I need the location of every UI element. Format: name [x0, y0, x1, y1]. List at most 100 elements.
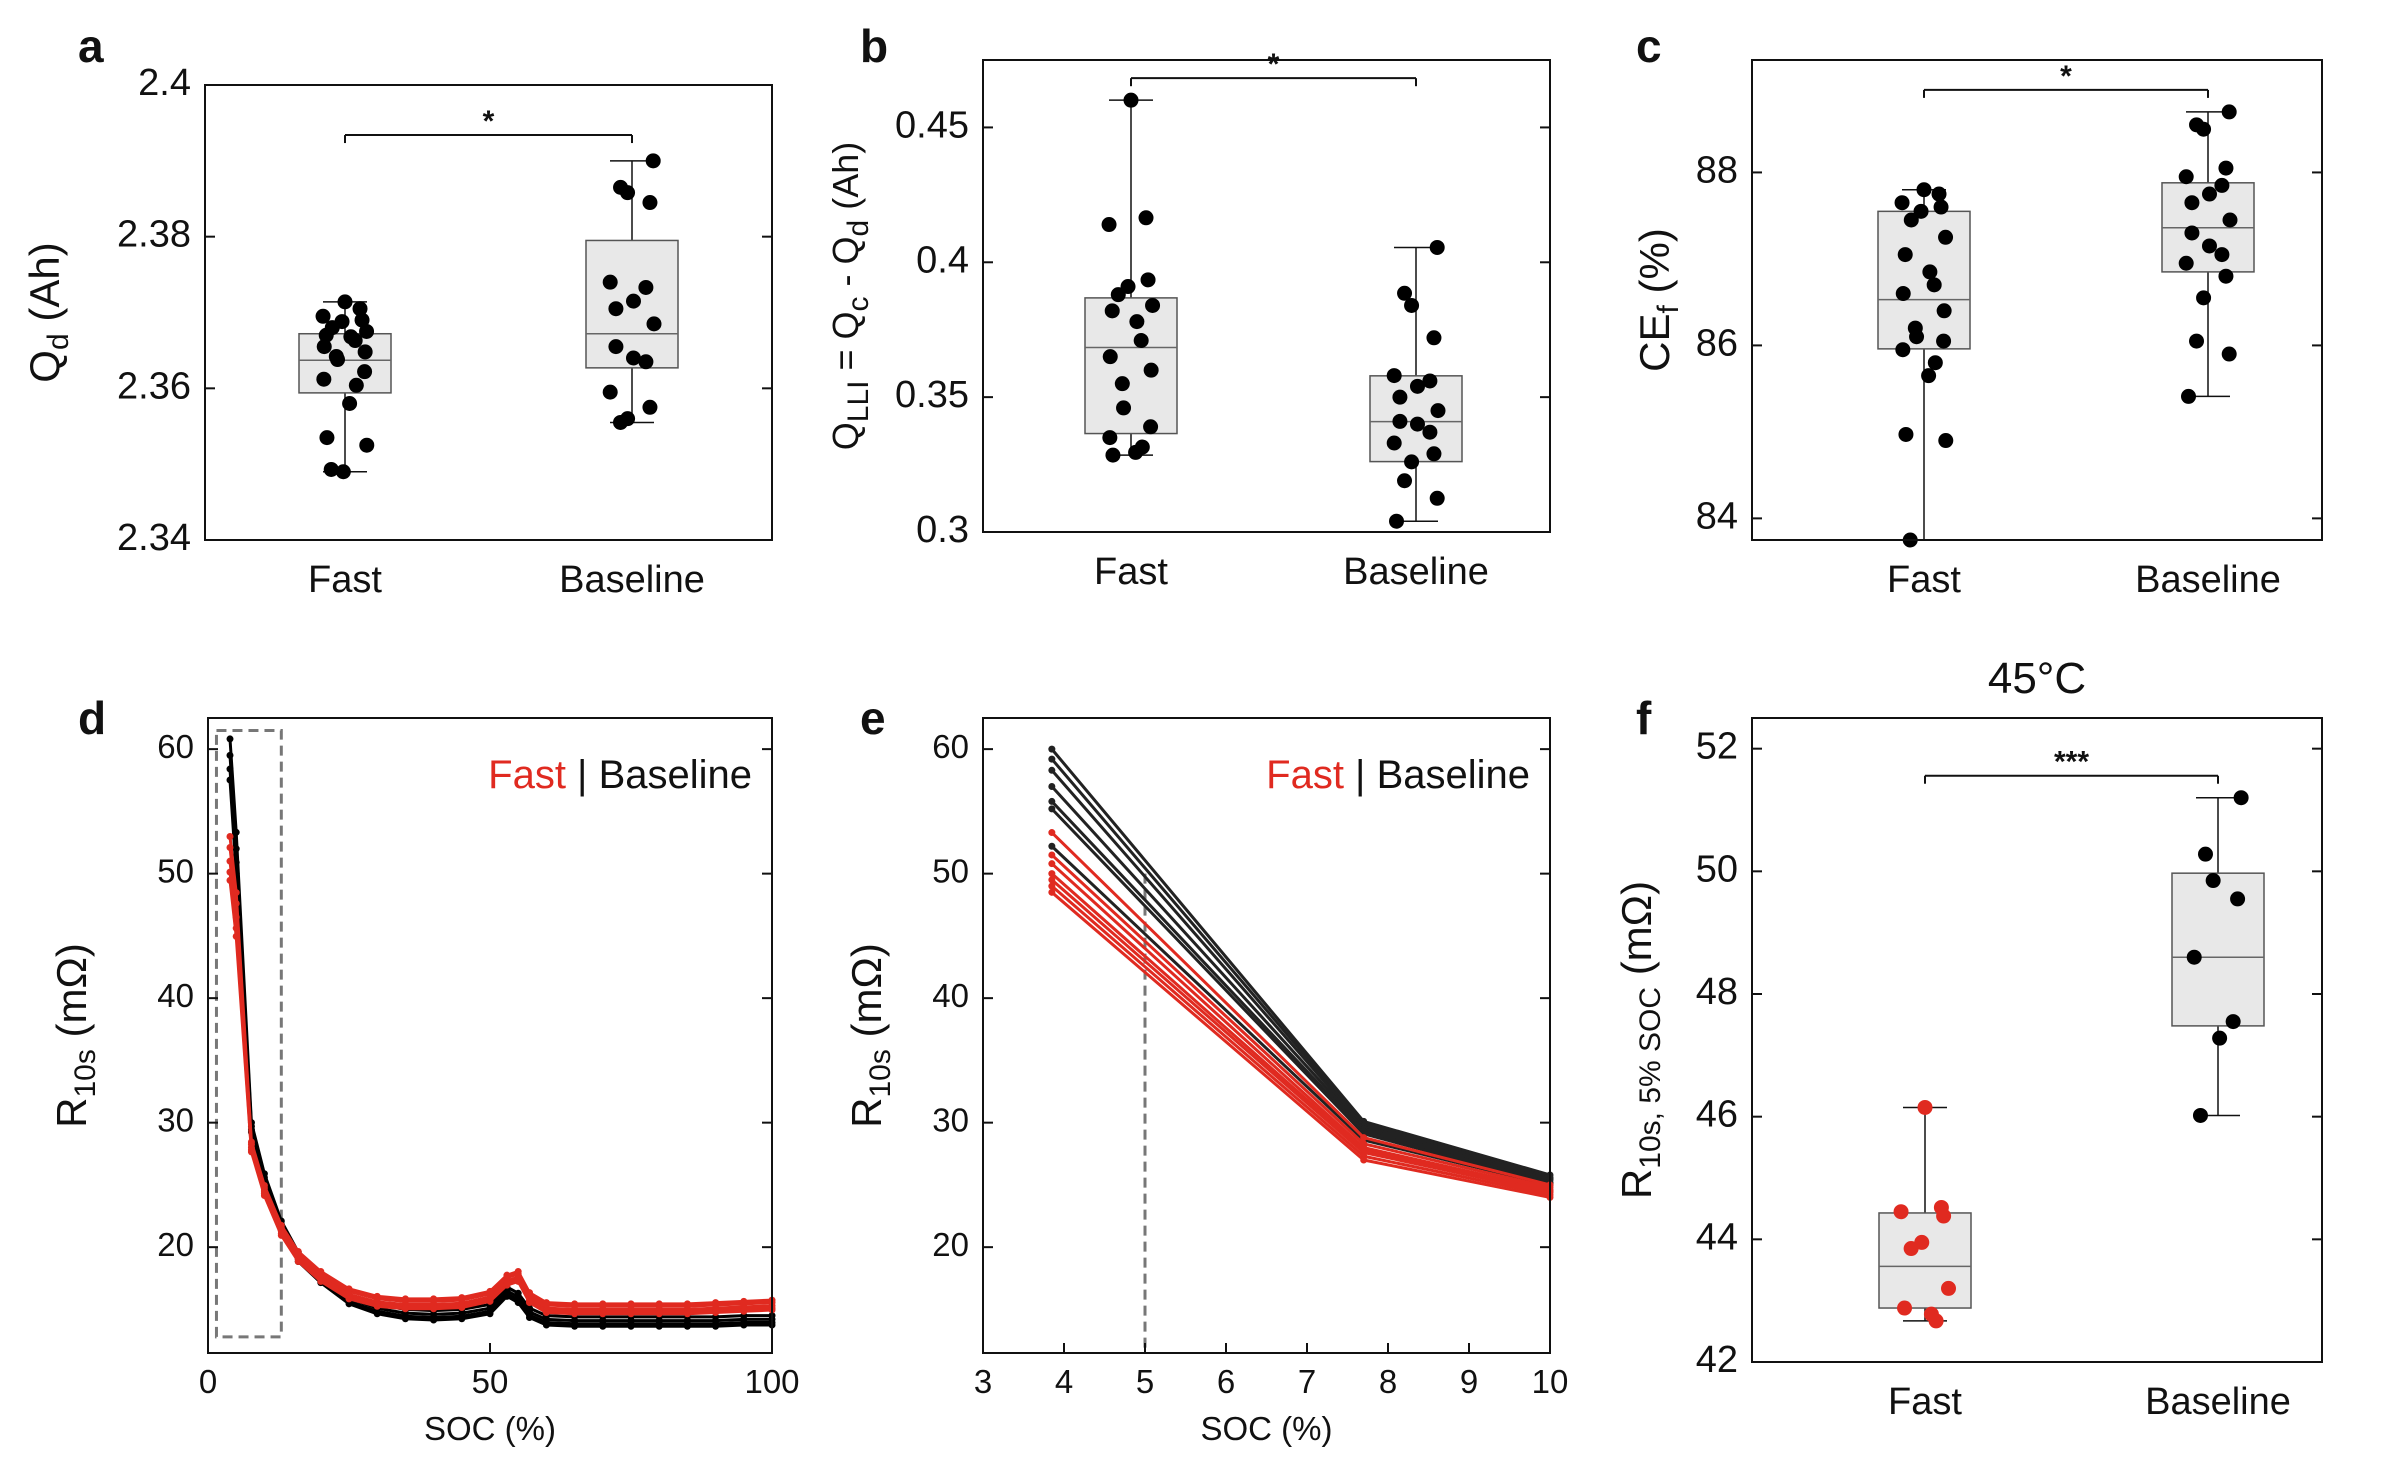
- series-point: [503, 1271, 511, 1279]
- series-line-fast: [1050, 872, 1551, 1193]
- series-point: [430, 1316, 438, 1324]
- series-point: [458, 1304, 466, 1312]
- y-axis-label-subscript: c: [842, 296, 875, 311]
- data-point: [646, 316, 662, 332]
- y-axis-label: R10s (mΩ): [48, 943, 102, 1128]
- y-axis-label-subscript: LLI: [842, 381, 875, 423]
- series-point: [740, 1307, 748, 1315]
- y-tick-label: 2.36: [117, 365, 191, 407]
- series-line-baseline: [228, 768, 772, 1326]
- y-axis-label-part: Q: [21, 350, 68, 383]
- data-point: [1936, 333, 1952, 349]
- series-point: [1048, 782, 1056, 790]
- series-point: [373, 1310, 381, 1318]
- series-point: [740, 1297, 748, 1305]
- data-point: [1140, 272, 1156, 288]
- y-tick-label: 2.34: [117, 517, 191, 559]
- data-point: [1409, 416, 1425, 432]
- data-point: [1941, 1280, 1957, 1296]
- panel-c: c Fast Baseline * 84 86 88 CEf (%): [1631, 20, 2323, 601]
- data-point: [2221, 104, 2237, 120]
- panel-letter: e: [860, 692, 886, 744]
- panel-e: e 3 4 5 6 7 8 9 10 SOC (%) 20 30 40 50 60 R10s (mΩ) Fast…: [843, 692, 1568, 1447]
- y-axis-label: QLLI = Qc - Qd (Ah): [825, 142, 875, 450]
- series-point: [525, 1304, 533, 1312]
- y-axis-label-part: (mΩ): [48, 943, 95, 1049]
- series-point: [712, 1322, 720, 1330]
- data-point: [1110, 287, 1126, 303]
- series-point: [486, 1287, 494, 1295]
- data-point: [1429, 490, 1445, 506]
- series-point: [712, 1309, 720, 1317]
- x-tick-label: 7: [1298, 1363, 1316, 1400]
- series-line-baseline: [1050, 769, 1551, 1181]
- series-point: [373, 1302, 381, 1310]
- data-point: [1913, 203, 1929, 219]
- series-point: [1048, 851, 1056, 859]
- x-tick-label: 8: [1379, 1363, 1397, 1400]
- y-axis-label-part: (Ah): [825, 142, 866, 220]
- series-point: [226, 735, 234, 743]
- y-tick-label: 48: [1696, 971, 1738, 1013]
- y-axis-label-subscript: d: [842, 220, 875, 237]
- data-point: [1894, 195, 1910, 211]
- box-fast: [1877, 188, 1971, 541]
- series-point: [1048, 860, 1056, 868]
- series-point: [1048, 745, 1056, 753]
- data-point: [1389, 513, 1405, 529]
- data-point: [1922, 264, 1938, 280]
- y-tick-label: 86: [1696, 322, 1738, 364]
- data-point: [625, 350, 641, 366]
- data-point: [323, 461, 339, 477]
- data-point: [1397, 285, 1413, 301]
- data-point: [1893, 1204, 1909, 1220]
- data-point: [2189, 333, 2205, 349]
- series-point: [1048, 755, 1056, 763]
- significance-label: ***: [2054, 746, 2089, 779]
- data-point: [1128, 444, 1144, 460]
- data-point: [1897, 1300, 1913, 1316]
- data-point: [2186, 949, 2202, 965]
- plot-frame: [204, 84, 773, 541]
- plot-frame: [1751, 59, 2323, 541]
- y-tick-label: 0.45: [895, 104, 969, 146]
- data-point: [342, 396, 358, 411]
- data-point: [2196, 290, 2212, 306]
- x-tick-label: 10: [1532, 1363, 1569, 1400]
- data-point: [1105, 447, 1121, 463]
- y-axis-label-subscript: 10s, 5% SOC: [1634, 987, 1667, 1169]
- y-axis-label: CEf (%): [1631, 228, 1685, 372]
- panel-letter: f: [1636, 692, 1652, 744]
- y-axis-label-part: - Q: [825, 236, 866, 296]
- y-tick-label: 40: [157, 977, 194, 1014]
- data-point: [1409, 378, 1425, 394]
- x-axis-label: SOC (%): [424, 1410, 556, 1447]
- plot-frame: [207, 717, 773, 1354]
- legend-separator: |: [566, 753, 599, 797]
- data-point: [316, 339, 332, 355]
- data-point: [1909, 329, 1925, 345]
- significance-label: *: [483, 105, 495, 138]
- legend-separator: |: [1344, 753, 1377, 797]
- panel-b: b Fast Baseline * 0.3 0.35 0.4 0.45 QLLI = Qc - …: [825, 20, 1551, 593]
- data-point: [1143, 419, 1159, 435]
- data-point: [1404, 297, 1420, 313]
- series-point: [1360, 1134, 1368, 1142]
- legend-fast: Fast: [488, 753, 566, 797]
- box-fast: [1878, 1106, 1972, 1322]
- data-point: [642, 399, 658, 415]
- data-point: [359, 323, 375, 339]
- y-tick-label: 30: [157, 1101, 194, 1138]
- data-point: [2178, 255, 2194, 271]
- series-line-fast: [228, 847, 773, 1308]
- data-point: [359, 437, 375, 453]
- plot-frame: [982, 717, 1551, 1354]
- y-axis-label-part: CE: [1631, 313, 1678, 371]
- series-point: [525, 1314, 533, 1322]
- data-point: [1938, 433, 1954, 449]
- box-iqr: [298, 332, 392, 394]
- series-point: [486, 1310, 494, 1318]
- series-point: [1048, 797, 1056, 805]
- box-baseline: [585, 160, 679, 424]
